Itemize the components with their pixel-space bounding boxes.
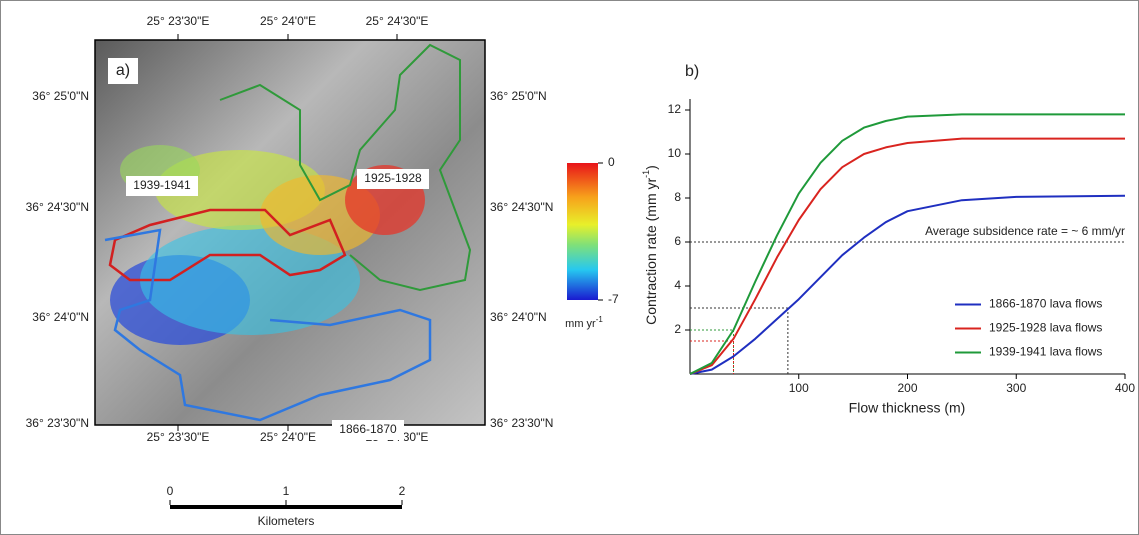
colorbar-label: 0 [608, 155, 615, 169]
x-tick-label: 100 [789, 381, 809, 395]
y-tick-label: 10 [668, 146, 682, 160]
y-tick-label: 6 [674, 234, 681, 248]
x-tick-label: 300 [1006, 381, 1026, 395]
scale-title: Kilometers [258, 514, 315, 528]
lon-label: 25° 24'0"E [260, 14, 316, 28]
flow-label-box [357, 169, 429, 189]
lat-label: 36° 24'30"N [26, 200, 89, 214]
lon-label: 25° 24'30"E [366, 14, 429, 28]
scale-label: 1 [283, 484, 290, 498]
colorbar-unit: mm yr-1 [565, 315, 603, 330]
lat-label: 36° 24'0"N [490, 310, 547, 324]
panel-label: a) [116, 62, 130, 79]
flow-outline [219, 43, 472, 292]
flow-label-box [126, 176, 198, 196]
lat-label: 36° 23'30"N [490, 416, 553, 430]
lat-label: 36° 25'0"N [490, 89, 547, 103]
line-series [689, 113, 1125, 375]
map: a) mm yr-1 Kilometers [94, 39, 603, 528]
y-label-end: ) [643, 165, 659, 170]
panel-label: b) [685, 63, 699, 80]
flow-label: 1866-1870 [339, 422, 397, 436]
panel-label-box [108, 58, 138, 84]
scale-label: 2 [399, 484, 406, 498]
lon-label: 25° 23'30"E [147, 430, 210, 444]
flow-label: 1939-1941 [133, 178, 191, 192]
y-tick-label: 2 [674, 322, 681, 336]
flow-outline [104, 228, 432, 422]
scale-bar [170, 505, 402, 509]
lon-label: 25° 23'30"E [147, 14, 210, 28]
x-axis-label: Flow thickness (m) [849, 400, 966, 416]
y-tick-label: 8 [674, 190, 681, 204]
y-axis-label: Contraction rate (mm yr-1) [641, 165, 658, 325]
lat-label: 36° 23'30"N [26, 416, 89, 430]
scale-label: 0 [167, 484, 174, 498]
legend-label: 1866-1870 lava flows [989, 297, 1102, 311]
unit-sup: -1 [596, 315, 604, 324]
line-series [689, 194, 1126, 375]
line-series [689, 137, 1125, 375]
colorbar [567, 163, 598, 300]
legend-label: 1939-1941 lava flows [989, 345, 1102, 359]
lat-label: 36° 24'0"N [32, 310, 89, 324]
lat-label: 36° 24'30"N [490, 200, 553, 214]
y-label-sup: -1 [641, 170, 651, 178]
y-tick-label: 4 [674, 278, 681, 292]
flow-label: 1925-1928 [364, 171, 422, 185]
unit: mm yr [565, 318, 596, 330]
lat-label: 36° 25'0"N [32, 89, 89, 103]
colorbar-label: -7 [608, 292, 619, 306]
y-tick-label: 12 [668, 102, 682, 116]
flow-label-box [332, 420, 404, 440]
y-label-text: Contraction rate (mm yr [643, 177, 659, 324]
flow-outline [108, 208, 347, 282]
x-tick-label: 400 [1115, 381, 1135, 395]
x-tick-label: 200 [897, 381, 917, 395]
legend-label: 1925-1928 lava flows [989, 321, 1102, 335]
lon-label: 25° 24'0"E [260, 430, 316, 444]
reference-label: Average subsidence rate = ~ 6 mm/yr [925, 224, 1125, 238]
